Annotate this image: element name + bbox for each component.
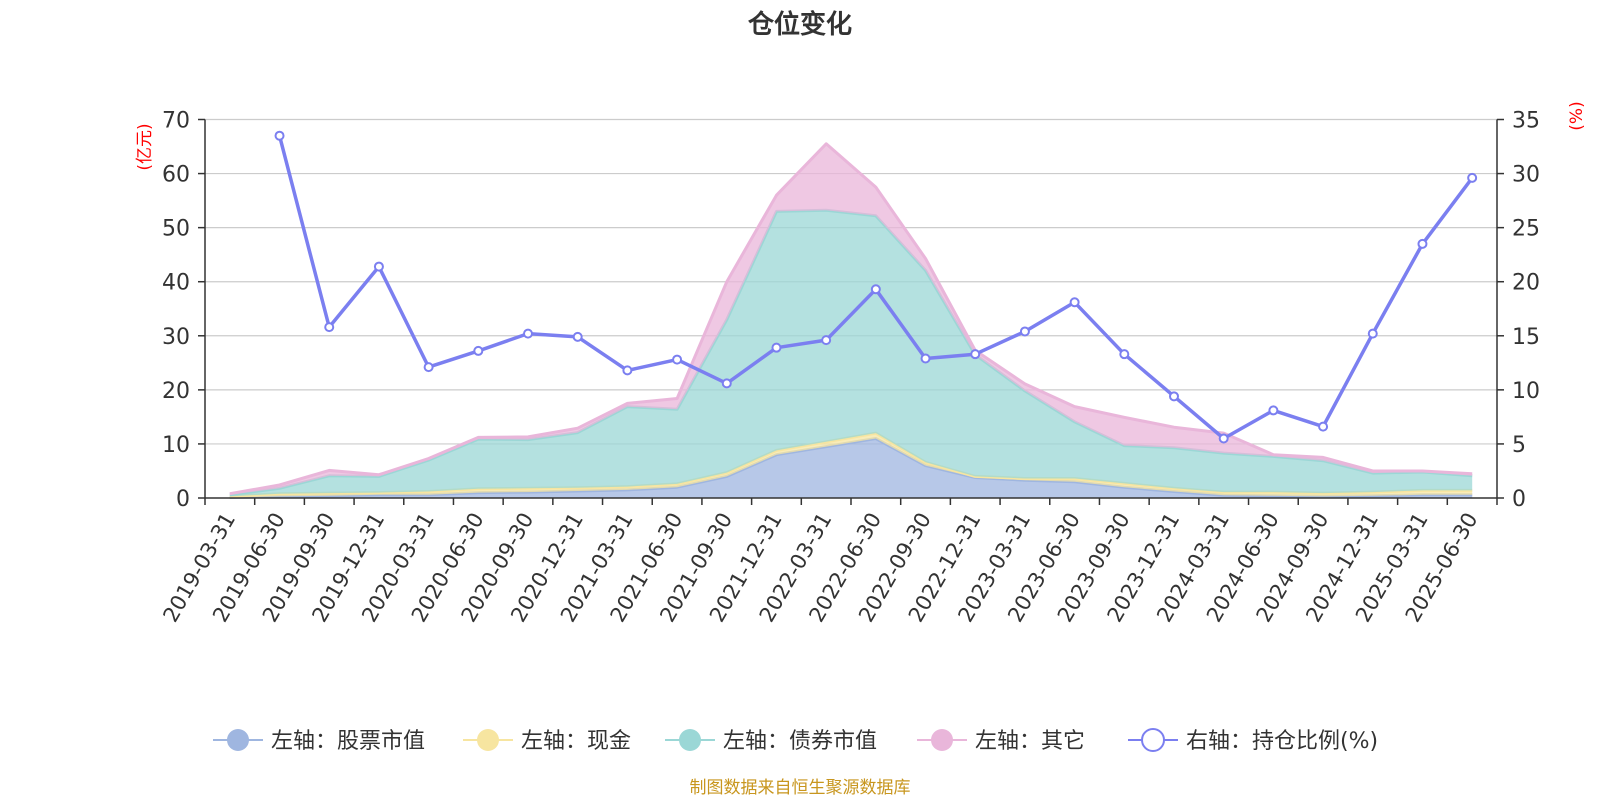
- ratio-point: [324, 322, 335, 333]
- ratio-line-series: [274, 130, 1478, 444]
- right-y-tick-label: 0: [1512, 487, 1526, 512]
- ratio-point: [821, 335, 832, 346]
- ratio-point: [1367, 328, 1378, 339]
- legend-label: 左轴：债券市值: [723, 729, 877, 754]
- ratio-point: [970, 349, 981, 360]
- legend-item: 左轴：债券市值: [665, 729, 877, 754]
- ratio-point: [423, 362, 434, 373]
- right-y-tick-label: 10: [1512, 379, 1540, 404]
- chart-title: 仓位变化: [747, 9, 852, 40]
- left-y-tick-label: 50: [162, 217, 190, 242]
- right-y-tick-label: 5: [1512, 433, 1526, 458]
- area-左轴：债券市值: [229, 210, 1473, 497]
- legend-label: 左轴：股票市值: [271, 729, 425, 754]
- ratio-point: [771, 342, 782, 353]
- ratio-point: [473, 345, 484, 356]
- legend-swatch: [679, 729, 701, 751]
- ratio-point: [1169, 391, 1179, 402]
- ratio-point: [622, 365, 633, 376]
- right-axis-unit: (%): [1567, 101, 1587, 130]
- legend-swatch: [227, 729, 249, 751]
- ratio-point: [1069, 297, 1080, 308]
- ratio-point: [721, 378, 732, 389]
- legend-swatch: [1141, 728, 1165, 752]
- ratio-point: [1318, 421, 1329, 432]
- left-axis-unit: (亿元): [135, 123, 155, 170]
- ratio-point: [870, 284, 881, 295]
- left-y-tick-label: 40: [162, 271, 190, 296]
- left-y-tick-label: 10: [162, 433, 190, 458]
- legend-item: 左轴：其它: [917, 729, 1085, 754]
- legend: 左轴：股票市值 左轴：现金 左轴：债券市值 左轴：其它 右轴：持仓比例(%): [213, 728, 1378, 754]
- ratio-point: [274, 130, 285, 141]
- legend-label: 右轴：持仓比例(%): [1186, 729, 1378, 754]
- right-y-tick-label: 35: [1512, 109, 1540, 134]
- ratio-point: [672, 354, 683, 365]
- legend-label: 左轴：现金: [521, 729, 631, 754]
- left-y-tick-label: 70: [162, 109, 190, 134]
- area-edge-左轴：其它: [229, 142, 1473, 496]
- left-y-tick-label: 60: [162, 163, 190, 188]
- ratio-point: [1467, 172, 1478, 183]
- area-左轴：股票市值: [229, 438, 1473, 498]
- legend-item: 左轴：股票市值: [213, 729, 425, 754]
- right-y-tick-label: 25: [1512, 217, 1540, 242]
- source-note: 制图数据来自恒生聚源数据库: [690, 778, 911, 798]
- ratio-point: [1268, 405, 1279, 416]
- right-y-tick-label: 20: [1512, 271, 1540, 296]
- legend-item: 左轴：现金: [463, 729, 631, 754]
- stacked-areas: [229, 142, 1473, 499]
- ratio-point: [572, 331, 583, 342]
- left-y-tick-label: 20: [162, 379, 190, 404]
- left-y-ticks: 0 10 20 30 40 50 60 70: [162, 109, 205, 512]
- legend-item: 右轴：持仓比例(%): [1128, 728, 1378, 754]
- right-y-tick-label: 15: [1512, 325, 1540, 350]
- ratio-point: [1019, 326, 1030, 337]
- ratio-point: [920, 353, 931, 364]
- x-ticks: 2019-03-312019-06-302019-09-302019-12-31…: [158, 498, 1498, 626]
- ratio-point: [373, 261, 384, 272]
- ratio-point: [1417, 238, 1428, 249]
- legend-label: 左轴：其它: [975, 729, 1085, 754]
- left-y-tick-label: 0: [176, 487, 190, 512]
- legend-swatch: [931, 729, 953, 751]
- ratio-point: [1218, 433, 1229, 444]
- right-y-ticks: 0 5 10 15 20 25 30 35: [1497, 109, 1540, 512]
- ratio-point: [523, 328, 533, 339]
- legend-swatch: [477, 729, 499, 751]
- right-y-tick-label: 30: [1512, 163, 1540, 188]
- left-y-tick-label: 30: [162, 325, 190, 350]
- ratio-point: [1119, 349, 1130, 360]
